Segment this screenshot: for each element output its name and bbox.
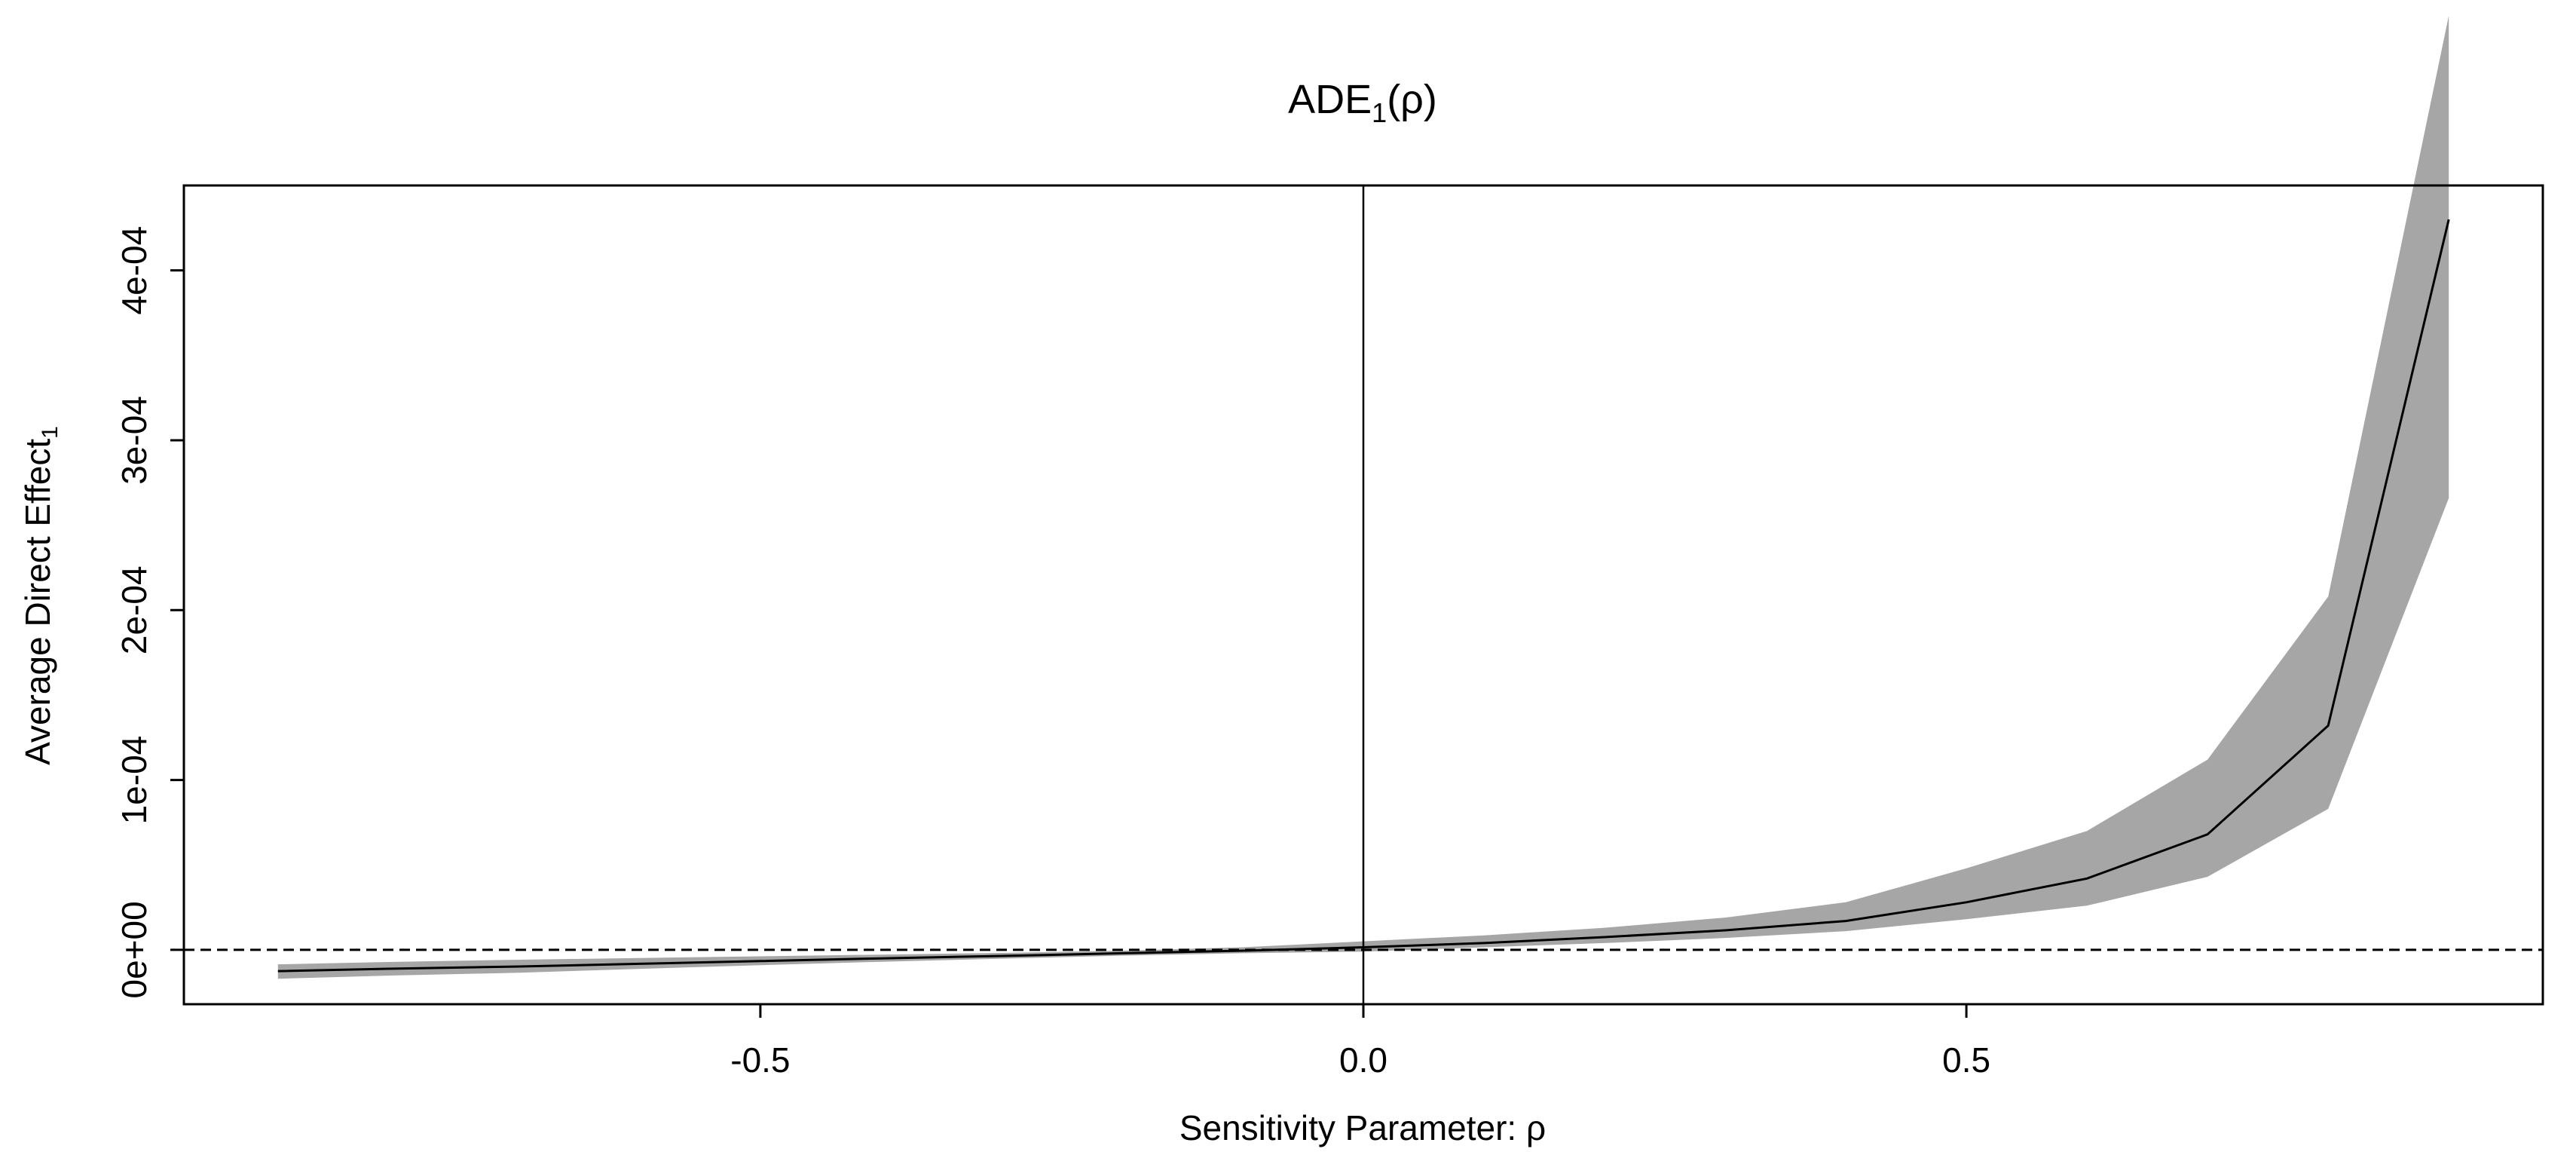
series-line-layer — [277, 219, 2450, 973]
y-axis: 0e+00 1e-04 2e-04 3e-04 4e-04 — [115, 226, 184, 999]
x-tick-label: 0.5 — [1942, 1040, 1990, 1080]
y-tick-label: 1e-04 — [115, 736, 154, 825]
x-tick-label: -0.5 — [730, 1040, 790, 1080]
ade-estimate-line — [277, 219, 2450, 973]
y-tick-label: 2e-04 — [115, 565, 154, 654]
y-tick-label: 4e-04 — [115, 226, 154, 315]
y-tick-label: 3e-04 — [115, 396, 154, 485]
y-tick-label: 0e+00 — [115, 901, 154, 998]
y-axis-label: Average Direct Effect1 — [18, 426, 63, 765]
x-tick-label: 0.0 — [1339, 1040, 1387, 1080]
chart-title: ADE1(ρ) — [1288, 77, 1437, 128]
reference-lines — [184, 185, 2543, 1004]
x-axis: -0.5 0.0 0.5 — [730, 1004, 1990, 1080]
x-axis-label: Sensitivity Parameter: ρ — [1179, 1108, 1546, 1147]
